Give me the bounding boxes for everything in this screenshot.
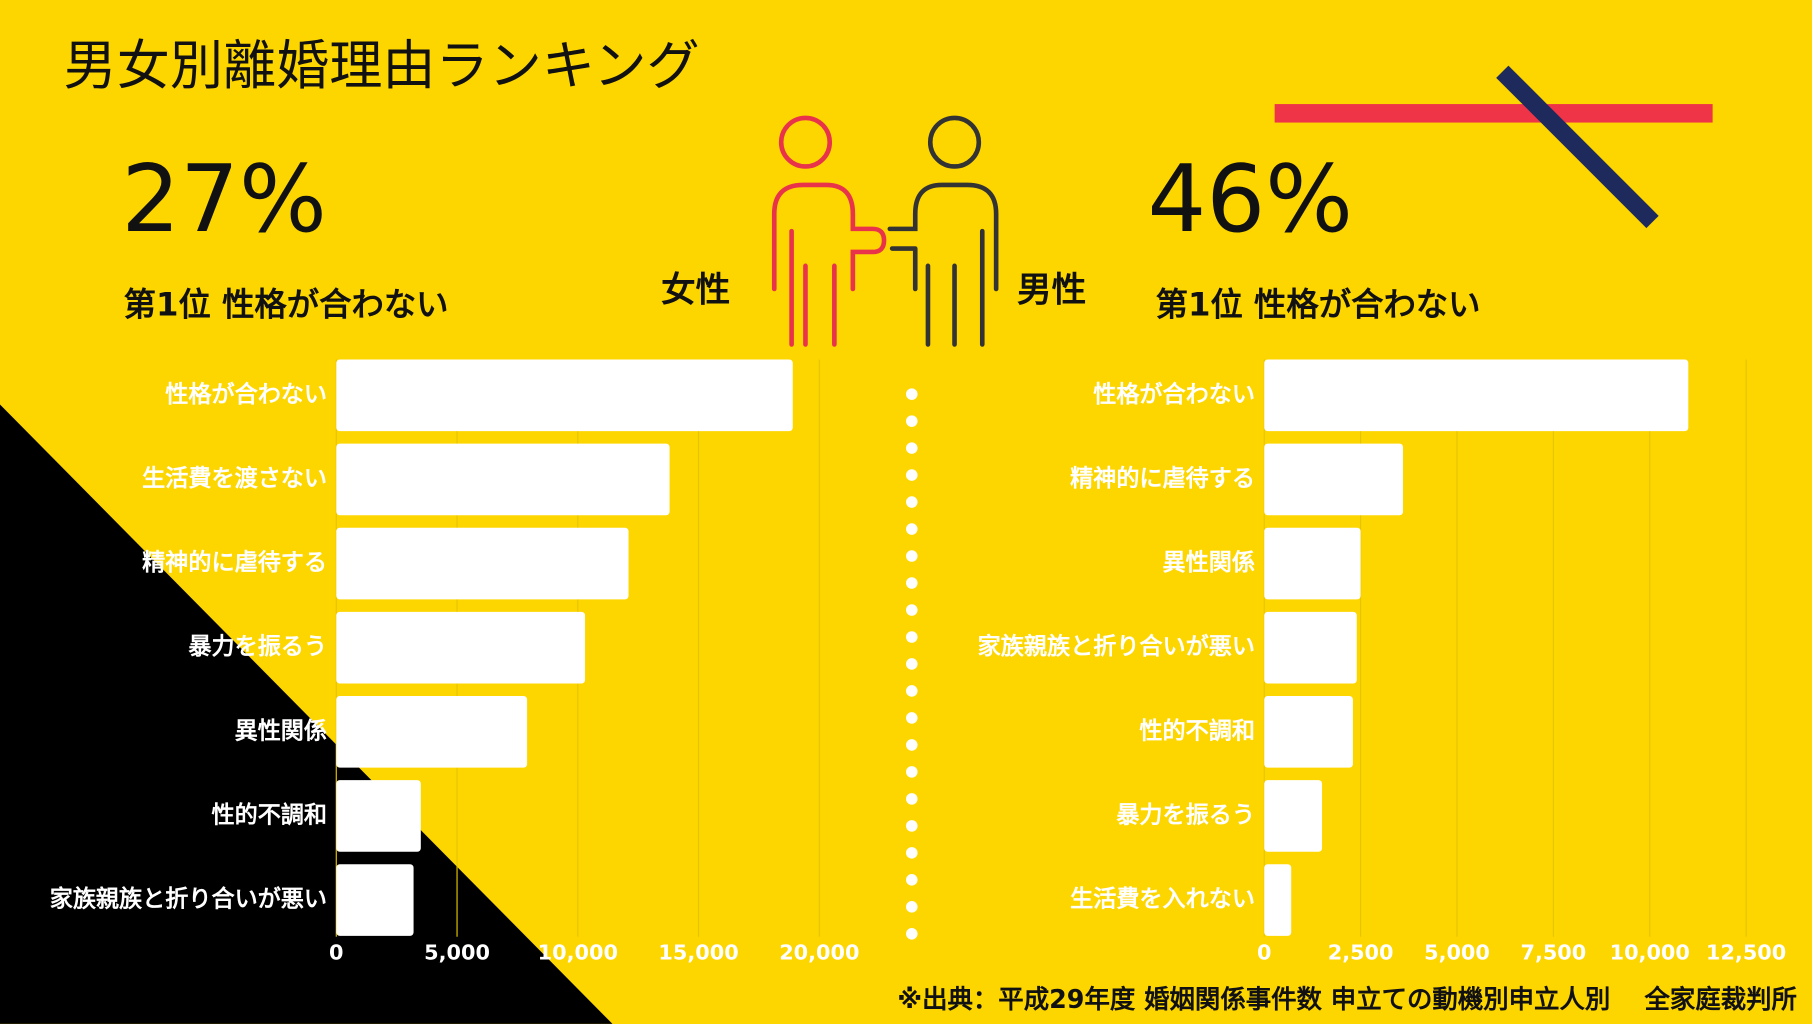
bar [336, 611, 586, 684]
decor-line [1496, 65, 1659, 229]
x-tick-label: 20,000 [779, 940, 859, 964]
series-label: 男性 [1017, 270, 1086, 310]
title: 男女別離婚理由ランキング [64, 35, 700, 97]
divider-dot [906, 523, 918, 535]
bar [336, 695, 528, 768]
divider-dot [906, 739, 918, 751]
divider-dot [906, 577, 918, 589]
x-tick-label: 12,500 [1706, 940, 1786, 964]
divider-dot [906, 442, 918, 454]
divider-dot [906, 496, 918, 508]
divider-dot [906, 550, 918, 562]
divider-dot [906, 901, 918, 913]
divider [906, 388, 918, 940]
bar [1264, 527, 1361, 600]
bar [1264, 695, 1353, 768]
x-tick-label: 0 [1257, 940, 1271, 964]
divider-dot [906, 658, 918, 670]
bar [1264, 443, 1404, 516]
x-tick-label: 10,000 [1610, 940, 1690, 964]
x-tick-label: 5,000 [424, 940, 490, 964]
y-tick-label: 性格が合わない [165, 381, 327, 408]
divider-dot [906, 631, 918, 643]
x-tick-label: 0 [329, 940, 343, 964]
y-tick-label: 性格が合わない [1093, 381, 1255, 408]
x-tick-label: 15,000 [658, 940, 738, 964]
man-icon [887, 115, 999, 347]
divider-dot [906, 685, 918, 697]
bar [336, 780, 421, 852]
y-tick-label: 家族親族と折り合いが悪い [978, 633, 1255, 660]
series-label: 女性 [661, 270, 730, 310]
bar [336, 359, 793, 432]
y-tick-label: 生活費を入れない [1070, 887, 1255, 913]
woman-icon [771, 115, 887, 347]
divider-dot [906, 712, 918, 724]
bar [1264, 359, 1689, 432]
divider-dot [906, 928, 918, 940]
source: ※出典：平成29年度 婚姻関係事件数 申立ての動機別申立人別 全家庭裁判所 [897, 984, 1797, 1014]
bar [1264, 611, 1357, 684]
divider-dot [906, 847, 918, 859]
y-tick-label: 家族親族と折り合いが悪い [50, 886, 327, 913]
divider-dot [906, 388, 918, 400]
bar [1264, 864, 1292, 936]
x-tick-label: 7,500 [1520, 940, 1586, 964]
decor-triangle [0, 404, 613, 1024]
y-tick-label: 暴力を振るう [188, 633, 327, 660]
divider-dot [906, 793, 918, 805]
icons [771, 115, 999, 347]
divider-dot [906, 820, 918, 832]
y-tick-label: 精神的に虐待する [1070, 465, 1255, 492]
x-tick-label: 10,000 [538, 940, 618, 964]
bar [1264, 780, 1323, 852]
y-tick-label: 性的不調和 [211, 801, 327, 828]
divider-dot [906, 874, 918, 886]
divider-dot [906, 604, 918, 616]
y-tick-label: 生活費を渡さない [142, 465, 327, 492]
bar [336, 443, 670, 516]
y-tick-label: 性的不調和 [1139, 717, 1255, 744]
rank-label: 第1位 性格が合わない [1156, 285, 1481, 323]
x-tick-label: 5,000 [1424, 940, 1490, 964]
divider-dot [906, 469, 918, 481]
y-tick-label: 異性関係 [1163, 550, 1255, 576]
y-tick-label: 異性関係 [235, 718, 327, 744]
bar [336, 864, 414, 936]
rank-label: 第1位 性格が合わない [124, 285, 449, 323]
y-tick-label: 暴力を振るう [1116, 801, 1255, 828]
decor-bar [1274, 104, 1713, 123]
x-tick-label: 2,500 [1328, 940, 1394, 964]
divider-dot [906, 415, 918, 427]
y-tick-label: 精神的に虐待する [142, 549, 327, 576]
headline: 27% [121, 145, 326, 253]
bar [336, 527, 629, 600]
divider-dot [906, 766, 918, 778]
headline: 46% [1148, 145, 1353, 253]
